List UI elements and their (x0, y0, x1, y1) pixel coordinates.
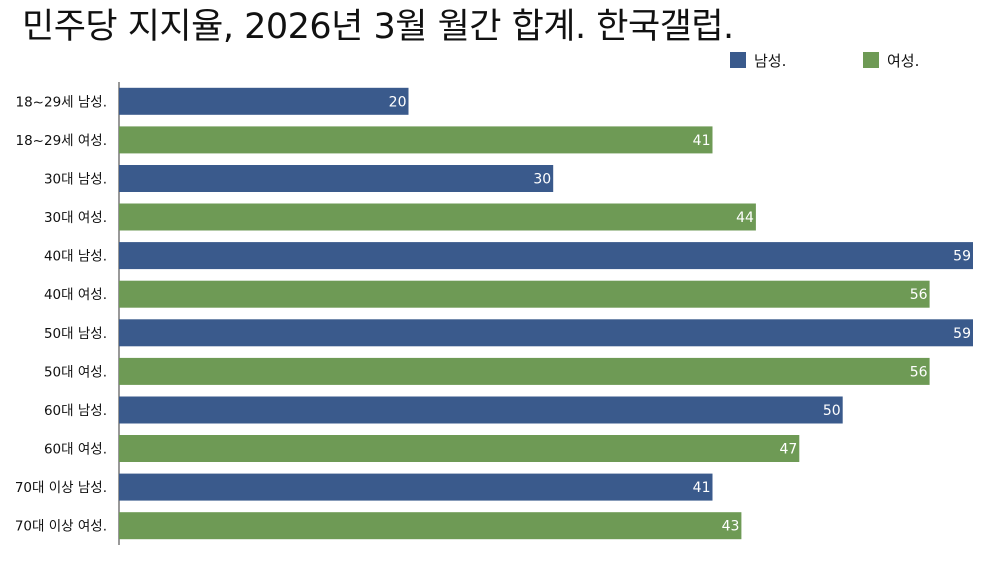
category-label: 60대 여성. (44, 442, 107, 458)
bar (119, 435, 800, 462)
bar-value-label: 20 (389, 94, 407, 110)
category-label: 70대 이상 남성. (15, 480, 107, 496)
bar (119, 473, 713, 501)
category-label: 18~29세 남성. (15, 94, 107, 110)
category-label: 70대 이상 여성. (15, 519, 107, 535)
bar (119, 280, 930, 308)
chart-title: 민주당 지지율, 2026년 3월 월간 합계. 한국갤럽. (22, 7, 734, 47)
bar (119, 357, 930, 385)
bar (119, 203, 756, 231)
category-label: 60대 남성. (44, 403, 107, 419)
bar (119, 242, 973, 270)
bar-value-label: 59 (953, 249, 971, 265)
category-label: 30대 여성. (44, 210, 107, 226)
category-label: 18~29세 여성. (15, 133, 107, 149)
category-label: 40대 남성. (44, 249, 107, 265)
legend-item-female: 여성. (863, 50, 919, 70)
bar (119, 512, 742, 540)
bar (119, 87, 409, 115)
legend-item-male: 남성. (730, 50, 786, 70)
bar-value-label: 41 (693, 480, 711, 496)
legend-label-female: 여성. (887, 51, 920, 70)
bar-value-label: 59 (953, 326, 971, 342)
bar-value-label: 50 (823, 403, 841, 419)
bar (119, 319, 973, 347)
legend-swatch-male (730, 52, 746, 68)
category-label: 30대 남성. (44, 171, 107, 187)
legend-label-male: 남성. (754, 51, 787, 70)
category-label: 50대 남성. (44, 326, 107, 342)
bar-value-label: 30 (533, 171, 551, 187)
category-label: 50대 여성. (44, 364, 107, 380)
legend-swatch-female (863, 52, 879, 68)
category-label: 40대 여성. (44, 287, 107, 303)
bar (119, 396, 843, 424)
bar-value-label: 43 (722, 519, 740, 535)
bar (119, 165, 554, 192)
bar-value-label: 44 (736, 210, 754, 226)
bar (119, 126, 713, 154)
bar-value-label: 47 (779, 442, 797, 458)
bar-value-label: 56 (910, 287, 928, 303)
bar-value-label: 56 (910, 364, 928, 380)
bar-value-label: 41 (693, 133, 711, 149)
